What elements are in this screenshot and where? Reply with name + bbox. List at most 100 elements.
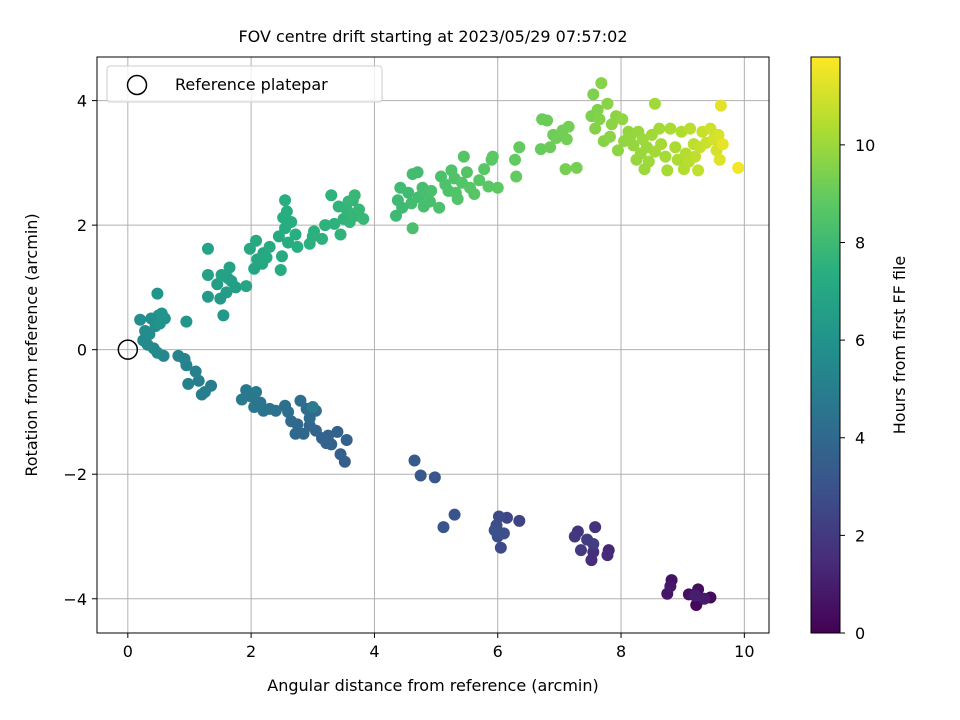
colorbar-tick-label: 6 [855, 331, 865, 350]
data-point [655, 138, 668, 151]
data-point [448, 508, 461, 521]
data-point [494, 541, 507, 554]
data-point [510, 170, 523, 183]
data-point [319, 219, 332, 232]
data-point [279, 194, 292, 207]
data-point [661, 164, 674, 177]
data-point [437, 521, 450, 534]
data-point [712, 128, 725, 141]
colorbar-gradient [810, 56, 841, 634]
data-point [250, 234, 263, 247]
data-point [411, 166, 424, 179]
data-point [201, 242, 214, 255]
data-point [240, 280, 253, 293]
data-point [428, 471, 441, 484]
y-axis: −4 −2 0 2 4 [63, 92, 97, 609]
data-point [306, 400, 319, 413]
data-point [433, 201, 446, 214]
data-point [513, 514, 526, 527]
y-tick-label: 4 [77, 92, 87, 111]
data-point [473, 174, 486, 187]
plot-frame [96, 56, 770, 634]
data-point [664, 580, 677, 593]
data-point [280, 205, 293, 218]
data-point [320, 437, 333, 450]
data-point [215, 268, 228, 281]
reference-platepar-marker [117, 339, 139, 360]
colorbar-tick-label: 8 [855, 233, 865, 252]
data-point [139, 324, 152, 337]
colorbar-ticks: 0 2 4 6 8 10 [840, 136, 875, 643]
data-point [568, 530, 581, 543]
data-point [217, 309, 230, 322]
data-point [260, 251, 273, 264]
data-point [560, 133, 573, 146]
data-point [653, 122, 666, 135]
data-point [353, 203, 366, 216]
data-point [285, 415, 298, 428]
data-point [198, 386, 211, 399]
data-point [391, 194, 404, 207]
data-point [328, 217, 341, 230]
data-point [220, 286, 233, 299]
data-point [334, 228, 347, 241]
data-point [291, 240, 304, 253]
data-point [570, 161, 583, 174]
data-point [211, 278, 224, 291]
data-point [414, 469, 427, 482]
data-point [289, 228, 302, 241]
data-point [659, 150, 672, 163]
data-point [235, 393, 248, 406]
legend: Reference platepar [106, 65, 383, 103]
data-point [648, 97, 661, 110]
data-point [595, 77, 608, 90]
y-tick-label: 0 [77, 341, 87, 360]
data-point [601, 97, 614, 110]
x-axis-label: Angular distance from reference (arcmin) [267, 676, 598, 695]
data-point [541, 114, 554, 127]
x-tick-label: 4 [369, 642, 379, 661]
chart-title: FOV centre drift starting at 2023/05/29 … [238, 27, 627, 46]
data-point [732, 161, 745, 174]
data-point [714, 99, 727, 112]
y-tick-label: 2 [77, 216, 87, 235]
data-point [334, 448, 347, 461]
data-point [250, 386, 263, 399]
legend-box [106, 65, 383, 103]
grid-lines [97, 57, 769, 633]
data-point [716, 138, 729, 151]
data-point [275, 250, 288, 263]
data-point [229, 281, 242, 294]
data-point [423, 195, 436, 208]
data-points [134, 77, 745, 611]
data-point [713, 153, 726, 166]
data-point [240, 384, 253, 397]
data-point [180, 315, 193, 328]
data-point [642, 155, 655, 168]
data-point [294, 394, 307, 407]
colorbar-tick-label: 10 [855, 136, 875, 155]
data-point [201, 290, 214, 303]
data-point [279, 399, 292, 412]
y-tick-label: −2 [63, 465, 87, 484]
data-point [574, 544, 587, 557]
plot-area [96, 56, 770, 634]
x-tick-label: 10 [734, 642, 754, 661]
data-point [534, 143, 547, 156]
data-point [587, 537, 600, 550]
data-point [698, 592, 711, 605]
data-point [201, 268, 214, 281]
data-point [601, 549, 614, 562]
data-point [468, 187, 481, 200]
x-tick-label: 0 [123, 642, 133, 661]
data-point [591, 103, 604, 116]
data-point [282, 236, 295, 249]
data-point [357, 212, 370, 225]
data-point [664, 122, 677, 135]
colorbar-label: Hours from first FF file [890, 256, 909, 435]
x-tick-label: 6 [493, 642, 503, 661]
data-point [408, 454, 421, 467]
data-point [491, 181, 504, 194]
data-point [316, 232, 329, 245]
